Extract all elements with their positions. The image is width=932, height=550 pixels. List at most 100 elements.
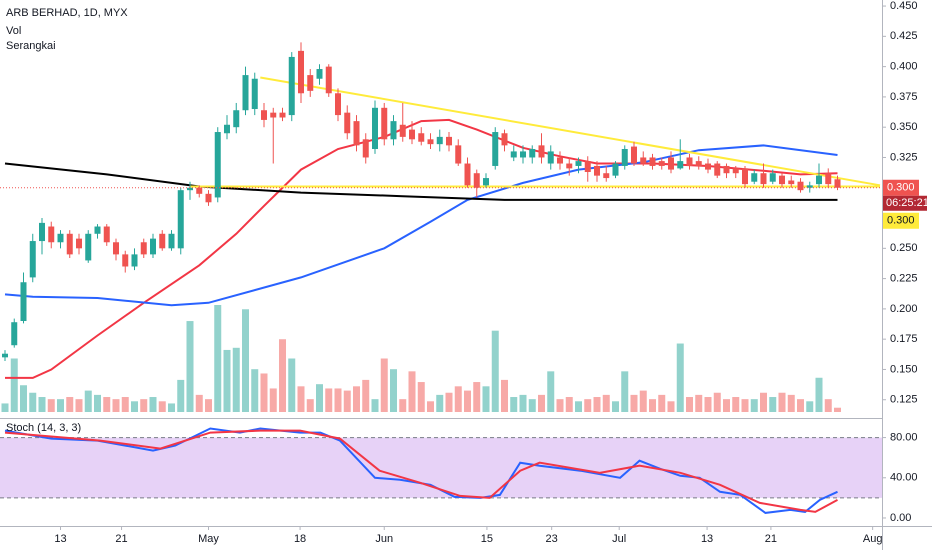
- stoch-title: Stoch (14, 3, 3): [6, 422, 81, 434]
- y-tick-label: 0.350: [890, 121, 918, 133]
- y-tick-label: 0.400: [890, 61, 918, 73]
- volume-bar: [815, 377, 823, 412]
- candle-body: [362, 139, 369, 158]
- volume-bar: [676, 343, 684, 412]
- volume-bar: [787, 394, 795, 412]
- x-tick-label: May: [198, 533, 219, 545]
- volume-bar: [741, 399, 749, 412]
- volume-bar: [427, 401, 434, 412]
- candle-body: [335, 93, 341, 116]
- volume-bar: [279, 339, 286, 412]
- candle-body: [631, 146, 637, 164]
- volume-bar: [713, 392, 721, 412]
- candle-body: [446, 136, 452, 146]
- candle-body: [205, 193, 212, 203]
- candle-body: [723, 165, 730, 174]
- candle-body: [649, 157, 656, 166]
- y-tick-label: 0.150: [890, 363, 918, 375]
- volume-bar: [251, 369, 259, 412]
- candle-body: [603, 173, 610, 179]
- candle-body: [66, 233, 73, 255]
- volume-bar: [112, 399, 120, 412]
- candle-body: [270, 112, 277, 118]
- volume-bar: [316, 384, 323, 412]
- volume-bar: [510, 397, 518, 412]
- volume-bar: [630, 394, 638, 412]
- candle-body: [39, 222, 45, 242]
- last-price-badge: [883, 179, 919, 196]
- candle-body: [584, 161, 591, 173]
- candle-body: [621, 148, 628, 166]
- volume-bar: [639, 390, 647, 412]
- volume-bar: [131, 401, 138, 412]
- volume-bar: [186, 321, 194, 412]
- candle-body: [122, 254, 129, 267]
- volume-bar: [121, 397, 129, 412]
- volume-bar: [760, 392, 767, 412]
- candle-body: [797, 181, 804, 191]
- candle-body: [834, 179, 841, 188]
- candle-body: [779, 175, 785, 185]
- volume-bar: [269, 388, 277, 412]
- volume-bar: [834, 407, 841, 412]
- candle-body: [279, 112, 286, 118]
- candle-body: [742, 168, 748, 185]
- volume-bar: [168, 403, 175, 412]
- stoch-y-tick-label: 80.00: [890, 431, 918, 443]
- volume-bar: [445, 392, 453, 412]
- y-tick-label: 0.250: [890, 242, 918, 254]
- candle-body: [131, 254, 138, 267]
- volume-bar: [602, 394, 610, 412]
- candle-body: [57, 233, 64, 243]
- candle-body: [612, 163, 619, 176]
- volume-bar: [94, 394, 101, 412]
- indicator-label: Vol: [6, 25, 21, 37]
- volume-bar: [547, 371, 555, 412]
- y-tick-label: 0.225: [890, 273, 918, 285]
- volume-bar: [399, 399, 407, 412]
- candle-body: [251, 78, 258, 110]
- volume-bar: [29, 392, 37, 412]
- candle-body: [492, 132, 499, 166]
- stoch-y-tick-label: 40.00: [890, 472, 918, 484]
- volume-bar: [575, 401, 582, 412]
- candle-body: [353, 121, 360, 146]
- candle-body: [29, 241, 36, 278]
- candle-body: [48, 226, 55, 243]
- stoch-y-tick-label: 0.00: [890, 512, 911, 524]
- volume-bar: [824, 399, 832, 412]
- candle-body: [520, 151, 526, 158]
- volume-bar: [362, 379, 370, 412]
- candle-body: [85, 233, 92, 261]
- candle-body: [409, 129, 415, 140]
- volume-bar: [797, 399, 804, 412]
- candle-body: [575, 161, 582, 166]
- candle-body: [177, 190, 184, 249]
- volume-bar: [417, 382, 425, 412]
- candle-body: [547, 151, 554, 164]
- volume-bar: [390, 369, 397, 412]
- volume-bar: [732, 397, 740, 412]
- volume-bar: [158, 401, 166, 412]
- x-tick-label: 13: [54, 533, 66, 545]
- candle-body: [677, 161, 684, 169]
- y-tick-label: 0.375: [890, 91, 918, 103]
- candle-body: [224, 124, 230, 134]
- candle-body: [557, 157, 563, 164]
- volume-bar: [482, 386, 490, 412]
- candle-body: [714, 163, 721, 176]
- candle-body: [668, 157, 674, 170]
- candle-body: [233, 110, 240, 128]
- volume-bar: [195, 394, 203, 412]
- candle-body: [307, 75, 314, 91]
- volume-bar: [297, 386, 305, 412]
- candle-body: [140, 242, 147, 255]
- volume-bar: [723, 399, 730, 412]
- x-tick-label: 21: [115, 533, 127, 545]
- candle-body: [103, 226, 110, 243]
- volume-bar: [242, 309, 249, 412]
- volume-bar: [75, 399, 83, 412]
- volume-bar: [1, 403, 9, 412]
- candle-body: [261, 110, 267, 120]
